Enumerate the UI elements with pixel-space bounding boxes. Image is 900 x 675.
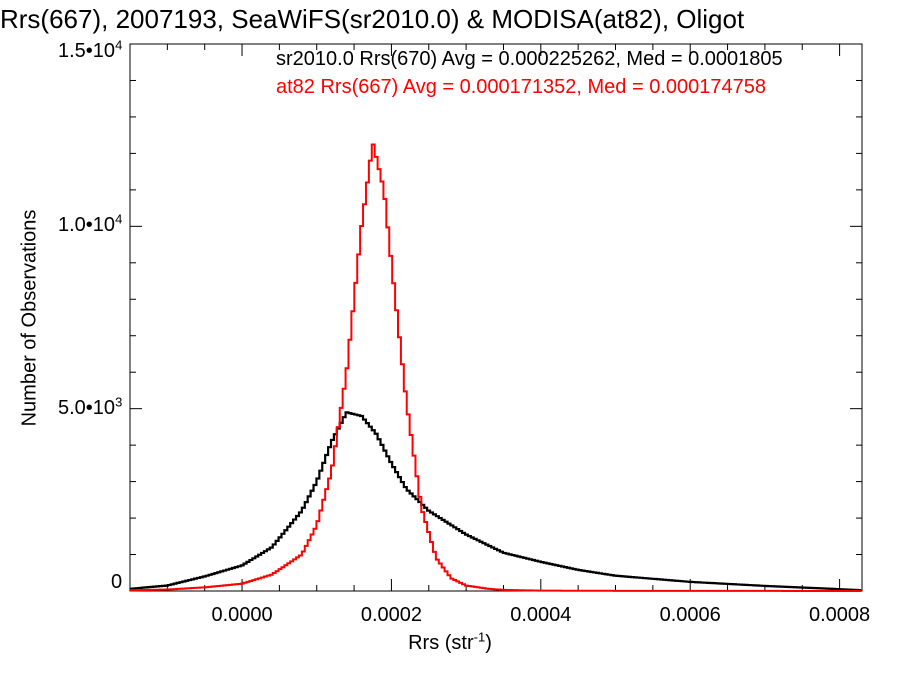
y-tick-label-base: 0	[111, 571, 123, 593]
x-axis-label: Rrs (str-1)	[0, 629, 900, 655]
x-axis-label-end: )	[485, 632, 492, 654]
y-axis-label: Number of Observations	[18, 209, 41, 427]
x-tick-label: 0.0006	[659, 604, 721, 626]
legend-entry-at82: at82 Rrs(667) Avg = 0.000171352, Med = 0…	[276, 76, 766, 99]
y-tick-label-exponent: 4	[115, 211, 123, 227]
y-tick-label: 0	[111, 571, 122, 594]
x-tick-label: 0.0002	[360, 604, 423, 626]
y-tick-label-base: 1.0•10	[58, 214, 116, 237]
series-group	[130, 143, 862, 592]
y-tick-label-exponent: 3	[115, 394, 123, 409]
x-axis-label-exponent: -1	[473, 629, 486, 645]
legend-label-sr2010: sr2010.0 Rrs(670) Avg = 0.000225262, Med…	[276, 48, 783, 70]
plot-frame	[129, 43, 863, 592]
legend-entry-sr2010: sr2010.0 Rrs(670) Avg = 0.000225262, Med…	[276, 48, 783, 71]
y-tick-label-base: 5.0•10	[58, 396, 116, 419]
plot-area-frame	[129, 43, 863, 592]
series-line-sr2010	[130, 411, 862, 592]
y-tick-label: 5.0•103	[58, 394, 123, 420]
x-tick-label: 0.0004	[510, 604, 572, 626]
y-tick-label: 1.0•104	[58, 211, 123, 237]
x-tick-label: 0.0000	[211, 604, 273, 626]
y-tick-label-exponent: 4	[115, 37, 123, 53]
y-tick-label-base: 1.5•10	[58, 40, 116, 62]
x-tick-label: 0.0008	[808, 604, 871, 626]
series-line-at82	[130, 143, 862, 592]
y-tick-label: 1.5•104	[58, 37, 123, 63]
x-axis-label-base: Rrs (str	[408, 632, 474, 654]
legend-label-at82: at82 Rrs(667) Avg = 0.000171352, Med = 0…	[276, 76, 767, 98]
axis-ticks	[130, 43, 862, 592]
chart-title: Rrs(667), 2007193, SeaWiFS(sr2010.0) & M…	[0, 4, 745, 34]
